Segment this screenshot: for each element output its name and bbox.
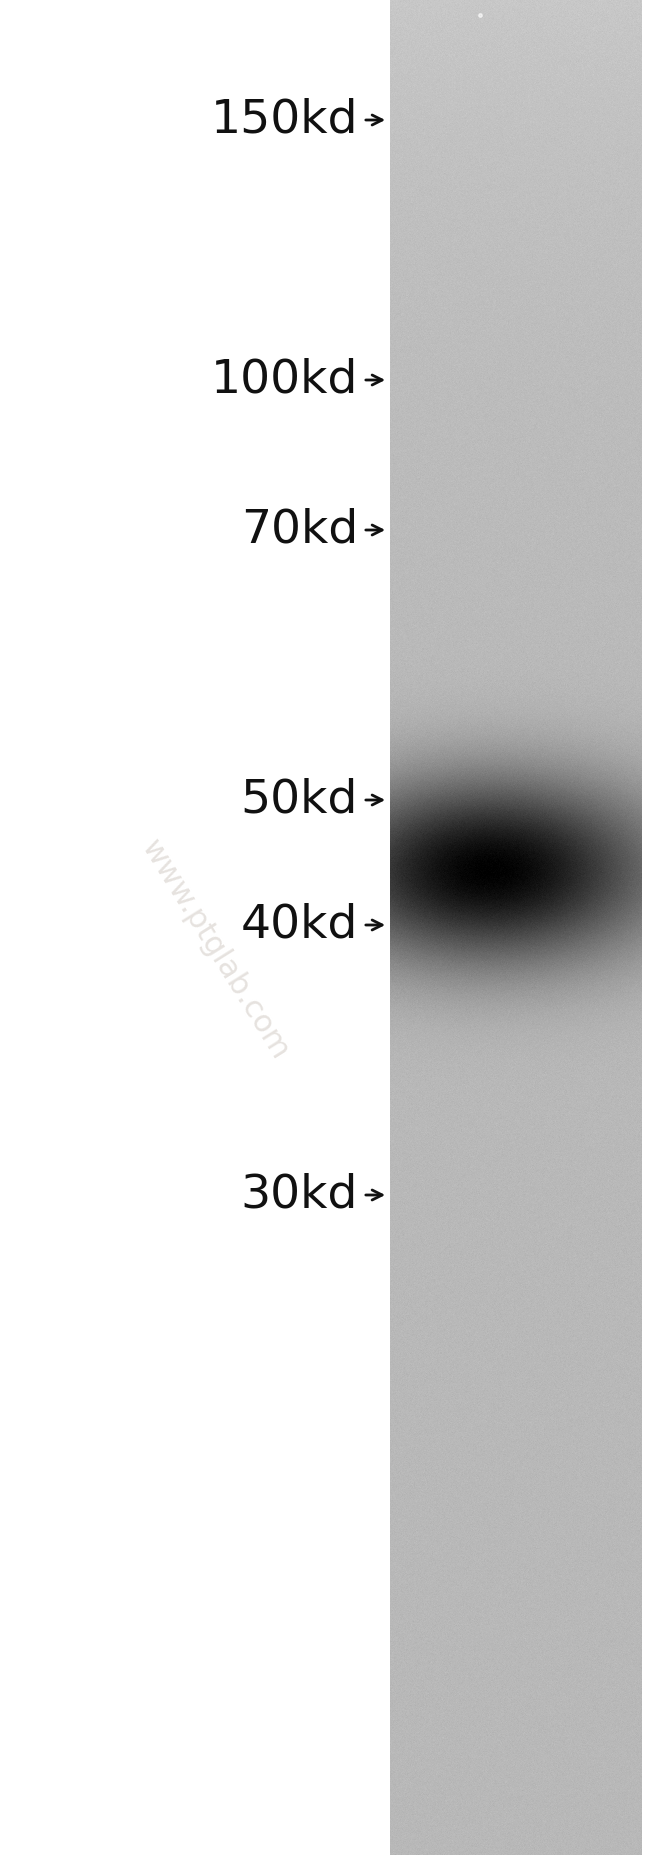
Text: 50kd: 50kd [240,777,358,822]
Text: 30kd: 30kd [240,1172,358,1217]
Text: 150kd: 150kd [211,98,358,143]
Text: 40kd: 40kd [240,903,358,948]
Text: 70kd: 70kd [240,508,358,553]
Text: www.ptglab.com: www.ptglab.com [135,835,294,1065]
Text: 100kd: 100kd [211,358,358,403]
